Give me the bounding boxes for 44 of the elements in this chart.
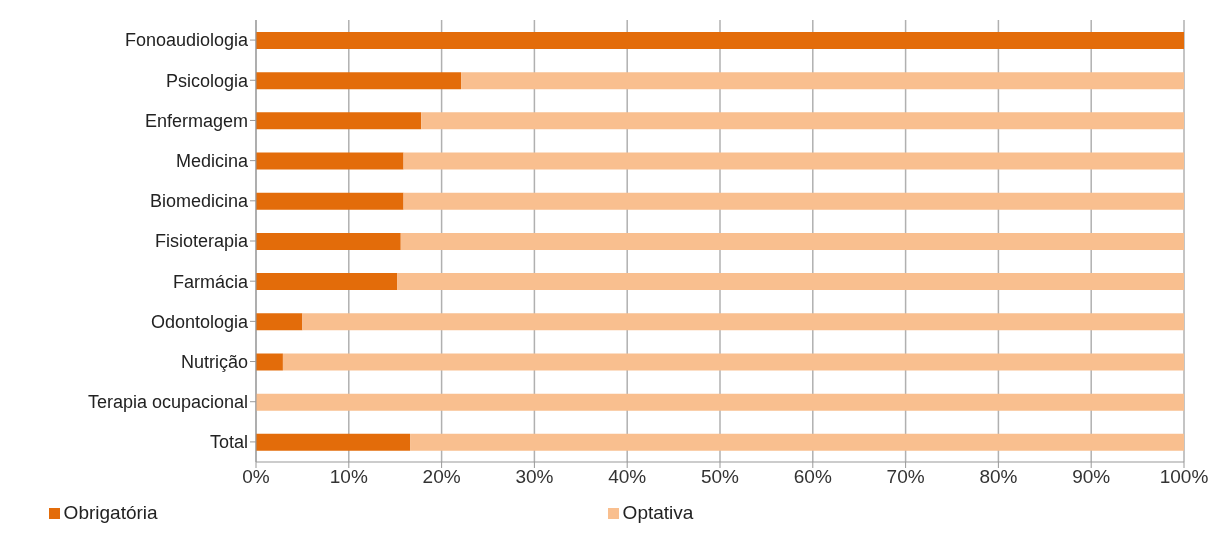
y-tick-label: Biomedicina	[149, 191, 249, 212]
y-tick-label: Fonoaudiologia	[124, 30, 249, 51]
legend-label: Optativa	[622, 502, 694, 523]
x-tick-label: 90%	[1072, 466, 1111, 488]
bar	[256, 112, 422, 130]
bar	[410, 433, 1184, 451]
y-tick-label: Farmácia	[172, 271, 249, 292]
bar	[256, 273, 398, 291]
bar	[403, 192, 1184, 210]
bar	[256, 433, 411, 451]
bar	[256, 192, 404, 210]
y-tick-label: Psicologia	[165, 70, 249, 91]
bar	[256, 32, 1184, 49]
x-tick-label: 0%	[242, 466, 270, 488]
bar	[256, 353, 283, 371]
bar	[282, 353, 1184, 371]
x-tick-label: 20%	[422, 466, 461, 488]
x-tick-label: 50%	[700, 466, 740, 488]
y-tick-label: Enfermagem	[144, 110, 248, 131]
bar	[461, 72, 1184, 90]
bar	[256, 152, 404, 170]
legend-label: Obrigatória	[63, 502, 158, 523]
y-tick-label: Nutrição	[180, 351, 248, 372]
x-tick-label: 30%	[515, 466, 554, 488]
bar	[400, 232, 1184, 250]
y-tick-label: Medicina	[175, 151, 249, 172]
bar	[421, 112, 1184, 130]
y-tick-label: Fisioterapia	[154, 231, 249, 252]
y-tick-label: Total	[209, 432, 248, 453]
bar	[256, 232, 401, 250]
bar	[256, 393, 1184, 411]
x-tick-label: 100%	[1159, 466, 1209, 488]
bar	[403, 152, 1184, 170]
y-tick-label: Terapia ocupacional	[87, 392, 248, 413]
y-tick-label: Odontologia	[150, 311, 249, 332]
x-tick-label: 70%	[886, 466, 925, 488]
x-tick-label: 40%	[608, 466, 647, 488]
bar	[397, 273, 1184, 291]
x-tick-label: 60%	[793, 466, 832, 488]
bar	[302, 313, 1184, 331]
x-tick-label: 10%	[329, 466, 368, 488]
bar	[256, 72, 462, 90]
bar	[256, 313, 303, 331]
x-tick-label: 80%	[979, 466, 1018, 488]
